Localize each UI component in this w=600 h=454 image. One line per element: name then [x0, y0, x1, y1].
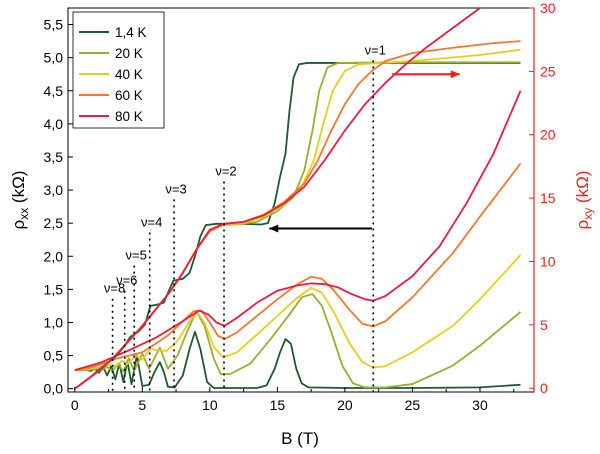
series-line-rho-xx [74, 254, 522, 372]
x-tick-label: 25 [405, 397, 421, 413]
y-left-axis-label: ρxx (kΩ) [9, 171, 31, 230]
x-axis-label: B (T) [281, 429, 319, 448]
legend-entry: 80 K [79, 109, 143, 124]
y-left-tick-label: 1,5 [44, 281, 64, 297]
y-right-tick-label: 5 [540, 317, 548, 333]
y-right-tick-label: 25 [540, 63, 556, 79]
series-line-rho-xy [74, 8, 482, 390]
filling-factor-label: ν=8 [104, 281, 125, 296]
filling-factor-label: ν=4 [141, 214, 162, 229]
x-tick-label: 15 [270, 397, 286, 413]
legend-label: 80 K [115, 109, 143, 124]
legend-entry: 60 K [79, 88, 143, 103]
y-right-tick-label: 20 [540, 127, 556, 143]
y-left-tick-label: 2,5 [44, 215, 64, 231]
series-layer [74, 8, 522, 390]
y-right-tick-label: 0 [540, 380, 548, 396]
filling-factor-label: ν=3 [165, 181, 186, 196]
series-line-rho-xx [74, 90, 522, 372]
legend-entry: 1,4 K [79, 25, 147, 40]
y-right-tick-label: 10 [540, 253, 556, 269]
x-tick-label: 0 [71, 397, 79, 413]
legend-entry: 20 K [79, 46, 143, 61]
filling-factor-label: ν=1 [365, 42, 386, 57]
legend-label: 20 K [115, 46, 143, 61]
y-left-tick-label: 0,5 [44, 348, 64, 364]
y-left-tick-label: 5,0 [44, 50, 64, 66]
direction-arrow-head [269, 224, 279, 233]
y-left-tick-label: 1,0 [44, 314, 64, 330]
y-left-tick-label: 3,0 [44, 182, 64, 198]
filling-factor-label: ν=5 [126, 248, 147, 263]
axes-layer: 0 5 10 15 20 25 30 0,0 0,5 1,0 1,5 2,0 2,5 3,0 3,5 4,0 4… [44, 0, 556, 413]
y-left-tick-label: 3,5 [44, 149, 64, 165]
y-left-tick-label: 5,5 [44, 17, 64, 33]
direction-arrow-head [450, 70, 460, 79]
series-line-rho-xx [74, 163, 522, 372]
y-right-axis-label: ρxy (kΩ) [573, 171, 595, 230]
x-tick-label: 20 [337, 397, 353, 413]
filling-factor-label: ν=2 [215, 164, 236, 179]
x-tick-label: 30 [472, 397, 488, 413]
filling-factor-layer: ν=1 ν=2 ν=3 ν=4 ν=5 ν=6ν=8 [104, 42, 460, 392]
legend-label: 1,4 K [115, 25, 147, 40]
y-left-tick-label: 4,5 [44, 83, 64, 99]
legend-label: 60 K [115, 88, 143, 103]
legend: 1,4 K 20 K 40 K 60 K 80 K [72, 11, 165, 129]
y-right-tick-label: 30 [540, 0, 556, 16]
x-tick-label: 5 [138, 397, 146, 413]
y-left-tick-label: 0,0 [44, 381, 64, 397]
series-line-rho-xy [74, 62, 521, 390]
y-left-tick-label: 4,0 [44, 116, 64, 132]
legend-label: 40 K [115, 67, 143, 82]
filling-factor-label: ν=6 [116, 273, 137, 288]
x-tick-label: 10 [202, 397, 218, 413]
y-left-tick-label: 2,0 [44, 248, 64, 264]
y-right-tick-label: 15 [540, 190, 556, 206]
legend-entry: 40 K [79, 67, 143, 82]
